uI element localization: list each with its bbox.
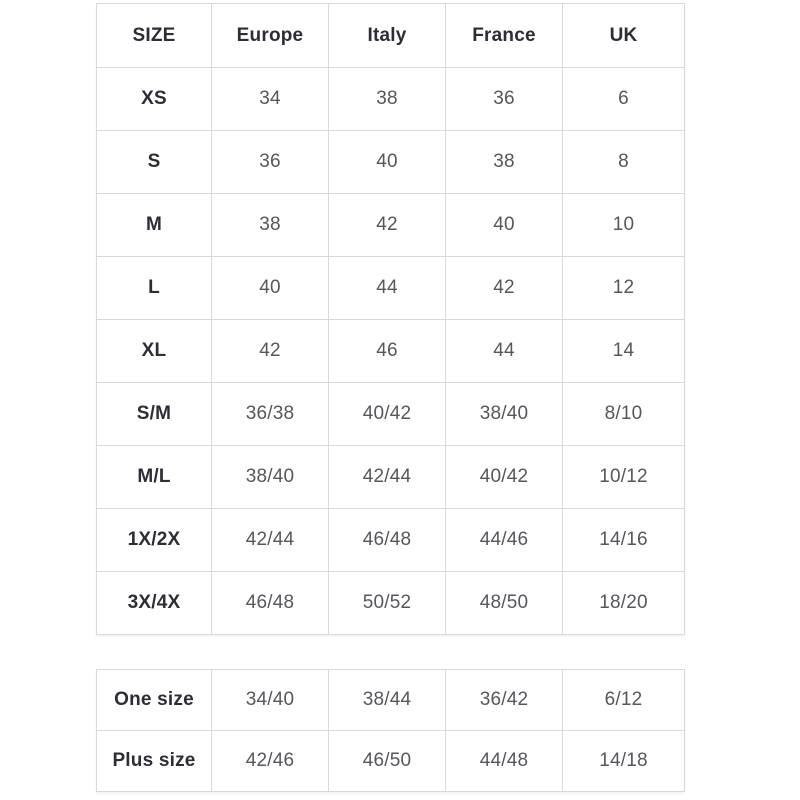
cell-uk: 14/18 — [562, 730, 685, 792]
row-label: One size — [96, 669, 212, 731]
column-header-size: SIZE — [96, 3, 212, 68]
column-header-uk: UK — [562, 3, 685, 68]
header-row: SIZE Europe Italy France UK — [96, 3, 685, 68]
cell-france: 38/40 — [445, 382, 563, 446]
row-label: S/M — [96, 382, 212, 446]
cell-uk: 10/12 — [562, 445, 685, 509]
cell-europe: 36 — [211, 130, 329, 194]
cell-france: 40/42 — [445, 445, 563, 509]
cell-uk: 6 — [562, 67, 685, 131]
cell-uk: 14/16 — [562, 508, 685, 572]
cell-europe: 40 — [211, 256, 329, 320]
cell-europe: 42 — [211, 319, 329, 383]
row-label: XL — [96, 319, 212, 383]
cell-italy: 38/44 — [328, 669, 446, 731]
table-row-xl: XL 42 46 44 14 — [96, 319, 685, 383]
cell-france: 48/50 — [445, 571, 563, 635]
cell-europe: 34/40 — [211, 669, 329, 731]
table-row-1x-2x: 1X/2X 42/44 46/48 44/46 14/16 — [96, 508, 685, 572]
cell-uk: 14 — [562, 319, 685, 383]
row-label: Plus size — [96, 730, 212, 792]
row-label: M/L — [96, 445, 212, 509]
cell-europe: 34 — [211, 67, 329, 131]
cell-uk: 8/10 — [562, 382, 685, 446]
cell-france: 36 — [445, 67, 563, 131]
table-row-s: S 36 40 38 8 — [96, 130, 685, 194]
table-row-one-size: One size 34/40 38/44 36/42 6/12 — [96, 669, 685, 731]
cell-italy: 44 — [328, 256, 446, 320]
cell-italy: 42 — [328, 193, 446, 257]
table-row-m: M 38 42 40 10 — [96, 193, 685, 257]
cell-france: 38 — [445, 130, 563, 194]
cell-europe: 38 — [211, 193, 329, 257]
cell-europe: 42/44 — [211, 508, 329, 572]
row-label: M — [96, 193, 212, 257]
cell-italy: 42/44 — [328, 445, 446, 509]
table-row-plus-size: Plus size 42/46 46/50 44/48 14/18 — [96, 730, 685, 792]
cell-italy: 46/50 — [328, 730, 446, 792]
cell-uk: 8 — [562, 130, 685, 194]
cell-italy: 46 — [328, 319, 446, 383]
table-row-l: L 40 44 42 12 — [96, 256, 685, 320]
cell-france: 44/48 — [445, 730, 563, 792]
column-header-europe: Europe — [211, 3, 329, 68]
cell-france: 44 — [445, 319, 563, 383]
cell-italy: 38 — [328, 67, 446, 131]
row-label: 3X/4X — [96, 571, 212, 635]
cell-italy: 40/42 — [328, 382, 446, 446]
cell-uk: 18/20 — [562, 571, 685, 635]
cell-uk: 10 — [562, 193, 685, 257]
column-header-italy: Italy — [328, 3, 446, 68]
cell-europe: 46/48 — [211, 571, 329, 635]
column-header-france: France — [445, 3, 563, 68]
table-row-m-l: M/L 38/40 42/44 40/42 10/12 — [96, 445, 685, 509]
cell-italy: 40 — [328, 130, 446, 194]
cell-italy: 46/48 — [328, 508, 446, 572]
table-row-s-m: S/M 36/38 40/42 38/40 8/10 — [96, 382, 685, 446]
cell-italy: 50/52 — [328, 571, 446, 635]
special-sizes-table: One size 34/40 38/44 36/42 6/12 Plus siz… — [96, 669, 685, 792]
row-label: S — [96, 130, 212, 194]
cell-uk: 6/12 — [562, 669, 685, 731]
cell-uk: 12 — [562, 256, 685, 320]
row-label: XS — [96, 67, 212, 131]
cell-europe: 36/38 — [211, 382, 329, 446]
table-row-xs: XS 34 38 36 6 — [96, 67, 685, 131]
cell-europe: 38/40 — [211, 445, 329, 509]
cell-europe: 42/46 — [211, 730, 329, 792]
cell-france: 40 — [445, 193, 563, 257]
row-label: L — [96, 256, 212, 320]
size-conversion-table: SIZE Europe Italy France UK XS 34 38 36 … — [96, 3, 685, 635]
table-row-3x-4x: 3X/4X 46/48 50/52 48/50 18/20 — [96, 571, 685, 635]
cell-france: 44/46 — [445, 508, 563, 572]
cell-france: 42 — [445, 256, 563, 320]
row-label: 1X/2X — [96, 508, 212, 572]
cell-france: 36/42 — [445, 669, 563, 731]
